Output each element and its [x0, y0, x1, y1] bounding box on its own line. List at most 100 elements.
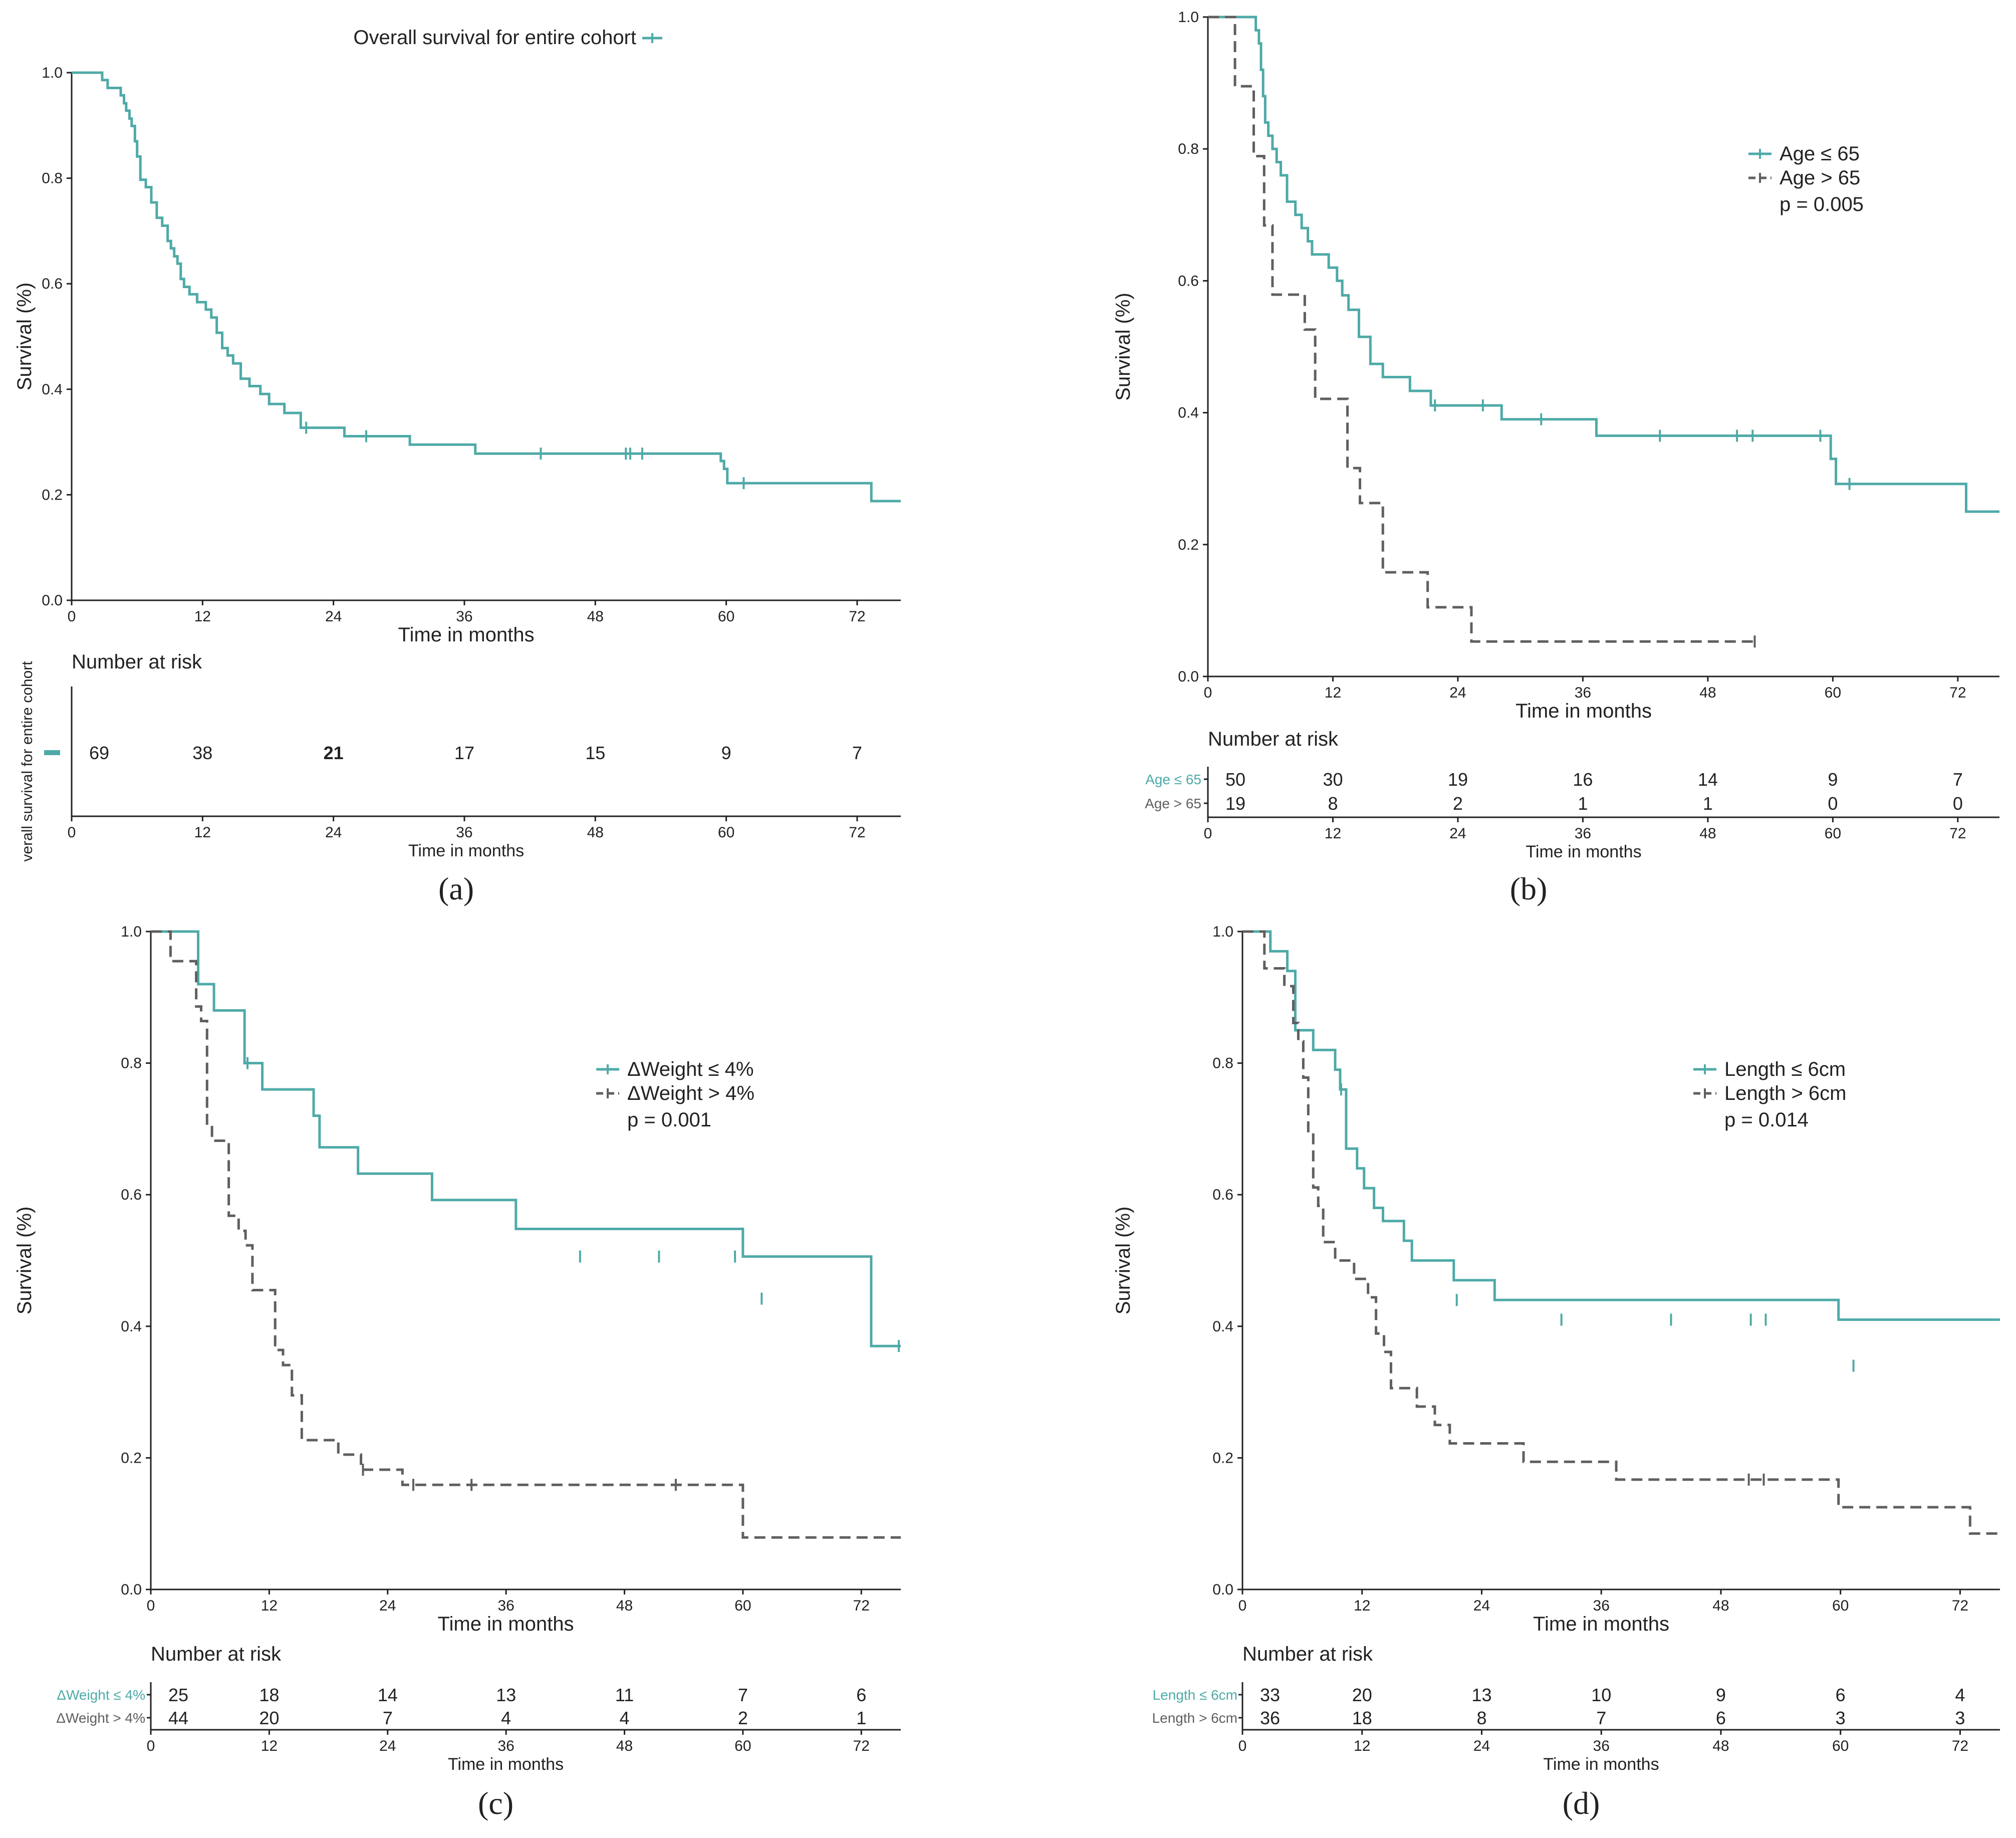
risk-count: 7 — [1596, 1708, 1606, 1728]
y-axis-title: Survival (%) — [14, 1207, 36, 1315]
risk-x-tick-label: 24 — [379, 1738, 396, 1754]
y-tick-label: 1.0 — [42, 65, 63, 81]
risk-count: 2 — [738, 1708, 748, 1728]
x-tick-label: 24 — [1473, 1597, 1490, 1614]
panel-a: 0 12 24 36 48 60 72 0.0 0.2 0.4 0.6 0.8 1.0 Time in m… — [14, 27, 901, 906]
risk-count: 33 — [1260, 1685, 1280, 1705]
survival-curve-group2 — [151, 930, 901, 1539]
risk-x-tick-label: 36 — [1593, 1738, 1610, 1754]
x-tick-label: 48 — [587, 608, 604, 625]
y-tick-label: 0.6 — [1178, 273, 1199, 289]
risk-x-tick-label: 0 — [68, 824, 76, 841]
y-tick-label: 0.4 — [1212, 1318, 1233, 1335]
risk-x-tick-label: 48 — [1712, 1738, 1729, 1754]
legend-label: Length ≤ 6cm — [1724, 1058, 1846, 1080]
risk-group-label: Length > 6cm — [1152, 1710, 1237, 1726]
p-value: p = 0.001 — [627, 1109, 711, 1131]
y-tick-label: 0.6 — [1212, 1187, 1233, 1203]
risk-count: 16 — [1573, 769, 1593, 790]
risk-count: 7 — [1953, 769, 1963, 790]
y-tick-label: 0.8 — [1212, 1055, 1233, 1072]
x-tick-label: 12 — [1354, 1597, 1370, 1614]
x-tick-label: 60 — [1832, 1597, 1849, 1614]
x-tick-label: 12 — [261, 1597, 278, 1614]
risk-group-label: Length ≤ 6cm — [1153, 1687, 1237, 1703]
risk-x-tick-label: 24 — [1473, 1738, 1490, 1754]
risk-count: 19 — [1448, 769, 1468, 790]
risk-count: 3 — [1836, 1708, 1846, 1728]
risk-table-title: Number at risk — [1242, 1643, 1373, 1665]
legend-c: ΔWeight ≤ 4%ΔWeight > 4% p = 0.001 — [596, 1058, 754, 1131]
risk-x-tick-label: 48 — [1699, 825, 1716, 842]
risk-table-title: Number at risk — [151, 1643, 282, 1665]
y-tick-label: 0.8 — [42, 170, 63, 187]
x-tick-label: 48 — [1699, 684, 1716, 701]
risk-x-tick-label: 12 — [1354, 1738, 1370, 1754]
y-tick-label: 0.0 — [42, 592, 63, 609]
x-axis-title: Time in months — [398, 624, 535, 646]
risk-count: 38 — [192, 743, 212, 763]
risk-count: 19 — [1225, 793, 1245, 814]
risk-count: 50 — [1225, 769, 1245, 790]
risk-x-axis-title: Time in months — [1543, 1755, 1659, 1774]
panel-letter-c: (c) — [478, 1785, 514, 1821]
risk-count: 0 — [1953, 793, 1963, 814]
risk-count: 6 — [1716, 1708, 1726, 1728]
risk-x-tick-label: 0 — [1238, 1738, 1247, 1754]
risk-x-tick-label: 12 — [194, 824, 211, 841]
y-tick-label: 0.2 — [121, 1450, 142, 1466]
risk-x-tick-label: 24 — [1449, 825, 1466, 842]
risk-x-tick-label: 36 — [456, 824, 472, 841]
panel-letter-b: (b) — [1510, 871, 1548, 906]
x-tick-label: 60 — [734, 1597, 751, 1614]
risk-count: 20 — [1352, 1685, 1372, 1705]
risk-group-label: ΔWeight ≤ 4% — [57, 1687, 145, 1703]
risk-count: 8 — [1328, 793, 1338, 814]
y-tick-label: 1.0 — [121, 924, 142, 940]
x-tick-label: 72 — [853, 1597, 870, 1614]
y-tick-label: 0.2 — [1212, 1450, 1233, 1466]
x-axis-title: Time in months — [1516, 700, 1652, 722]
risk-x-tick-label: 12 — [261, 1738, 278, 1754]
risk-count: 44 — [168, 1708, 188, 1728]
risk-count: 14 — [378, 1685, 398, 1705]
risk-count: 9 — [1828, 769, 1838, 790]
risk-count: 4 — [1955, 1685, 1965, 1705]
y-tick-label: 0.0 — [1178, 668, 1199, 685]
y-tick-label: 0.4 — [1178, 405, 1199, 421]
risk-x-tick-label: 60 — [1832, 1738, 1849, 1754]
risk-count: 1 — [856, 1708, 866, 1728]
x-tick-label: 60 — [718, 608, 734, 625]
legend-label: ΔWeight ≤ 4% — [627, 1058, 753, 1080]
survival-curve-group1 — [151, 930, 901, 1347]
x-tick-label: 72 — [849, 608, 865, 625]
x-tick-label: 36 — [1575, 684, 1591, 701]
risk-count: 9 — [721, 743, 731, 763]
risk-count: 15 — [585, 743, 605, 763]
risk-count: 4 — [619, 1708, 629, 1728]
legend-label: Age ≤ 65 — [1780, 143, 1860, 165]
x-tick-label: 0 — [1204, 684, 1212, 701]
legend-a: Overall survival for entire cohort — [353, 27, 662, 49]
p-value: p = 0.005 — [1780, 193, 1864, 215]
legend-label: ΔWeight > 4% — [627, 1082, 754, 1104]
risk-count: 69 — [89, 743, 109, 763]
risk-group-swatch — [44, 750, 60, 755]
x-tick-label: 60 — [1825, 684, 1841, 701]
risk-count: 14 — [1698, 769, 1718, 790]
risk-x-axis-title: Time in months — [448, 1755, 564, 1774]
risk-group-label: Age ≤ 65 — [1145, 772, 1201, 787]
x-tick-label: 0 — [68, 608, 76, 625]
risk-x-tick-label: 72 — [849, 824, 865, 841]
risk-x-tick-label: 12 — [1325, 825, 1341, 842]
x-tick-label: 36 — [1593, 1597, 1610, 1614]
y-tick-label: 0.8 — [1178, 141, 1199, 157]
y-tick-label: 0.2 — [42, 487, 63, 503]
x-tick-label: 12 — [1325, 684, 1341, 701]
y-tick-label: 0.6 — [121, 1187, 142, 1203]
